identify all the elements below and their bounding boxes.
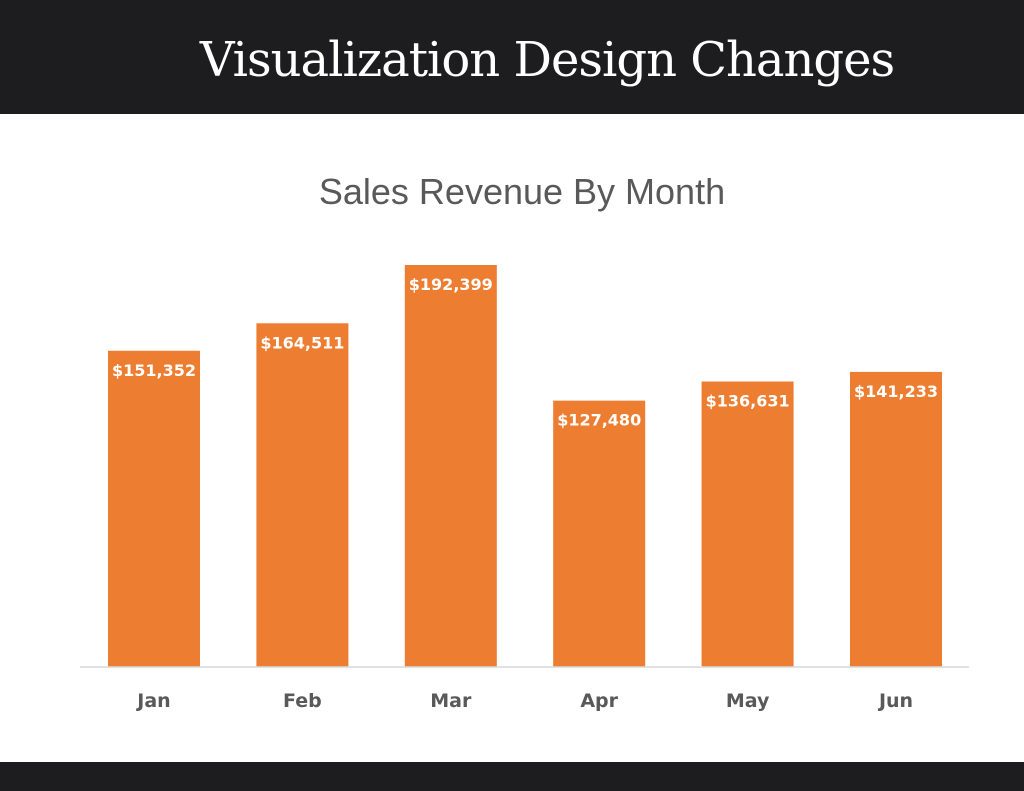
x-tick-apr: Apr — [580, 690, 618, 712]
data-labels-group: $151,352 $164,511 $192,399 $127,480 $136,631… — [112, 275, 938, 430]
x-ticks-group: Jan Feb Mar Apr May Jun — [135, 690, 913, 712]
x-tick-mar: Mar — [430, 690, 472, 712]
bar-feb — [256, 323, 349, 667]
bar-jun — [850, 371, 942, 667]
bar-mar — [404, 265, 497, 667]
footer-banner — [0, 762, 1024, 791]
bar-chart: Sales Revenue By Month $151,352$164,511$… — [80, 171, 969, 712]
data-label-mar: $192,399 — [409, 275, 493, 294]
chart-title: Sales Revenue By Month — [319, 171, 725, 212]
bar-jan — [108, 350, 200, 667]
data-label-may: $136,631 — [706, 392, 790, 411]
x-tick-feb: Feb — [283, 690, 322, 712]
data-label-jun: $141,233 — [854, 382, 938, 401]
bars-group — [108, 265, 942, 667]
header-banner: Visualization Design Changes — [0, 0, 1024, 114]
bar-may — [701, 381, 794, 667]
x-tick-jun: Jun — [877, 690, 913, 712]
page-title: Visualization Design Changes — [199, 32, 895, 88]
data-label-apr: $127,480 — [557, 411, 641, 430]
data-label-feb: $164,511 — [260, 333, 344, 352]
x-tick-jan: Jan — [135, 690, 170, 712]
data-label-jan: $151,352 — [112, 361, 196, 380]
x-tick-may: May — [726, 690, 770, 712]
bar-apr — [553, 400, 646, 667]
